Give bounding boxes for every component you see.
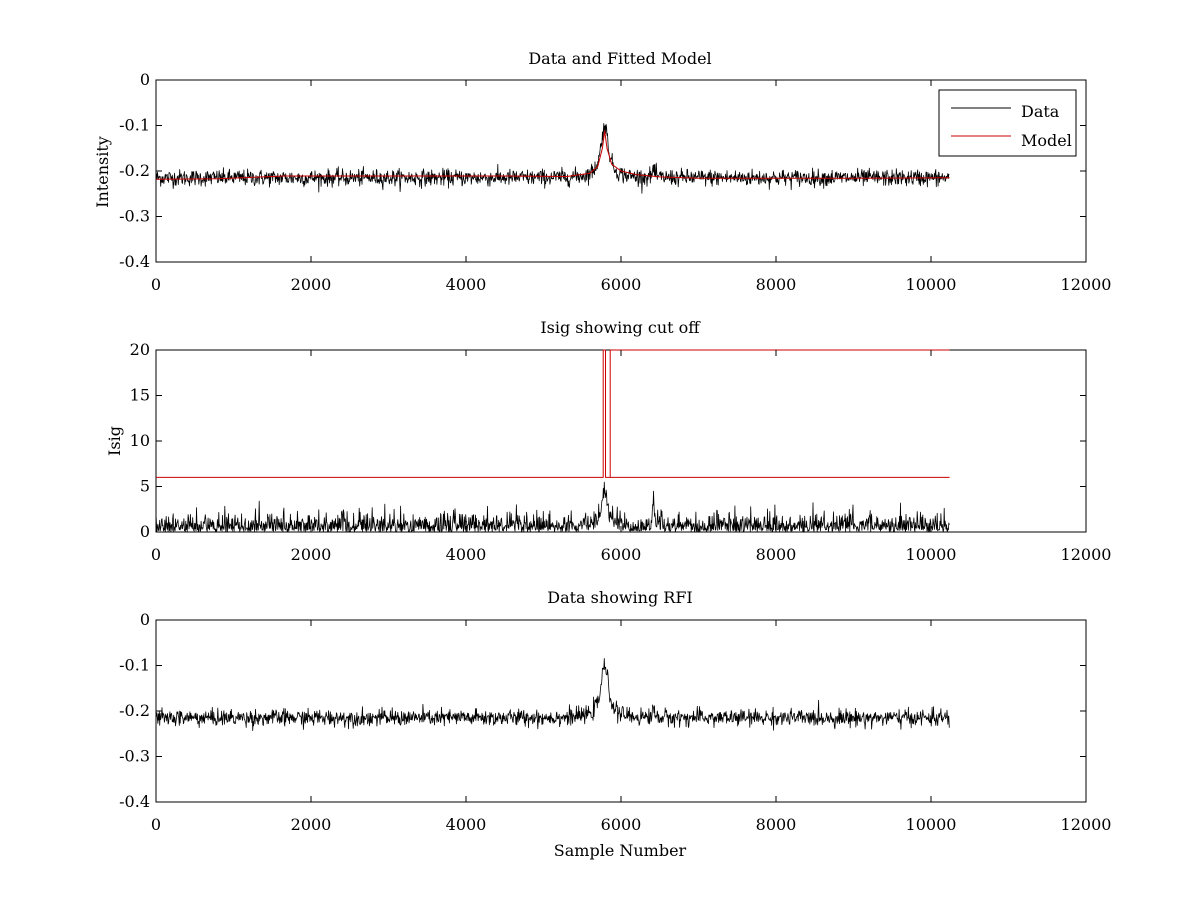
y-tick-label: -0.4 (119, 252, 150, 271)
y-tick-label: 20 (130, 340, 150, 359)
y-tick-label: -0.4 (119, 792, 150, 811)
series-line-isig (155, 481, 950, 533)
panel-data-rfi: Data showing RFI 0 2000 4000 6000 8000 10000 1… (119, 588, 1111, 860)
legend-label-model: Model (1021, 131, 1072, 150)
y-tick-label: 0 (140, 70, 150, 89)
y-tick-label: -0.3 (119, 207, 150, 226)
x-tick-label: 10000 (906, 275, 957, 294)
x-tick-label: 8000 (756, 275, 797, 294)
legend-box (938, 89, 1077, 157)
x-tick-label: 2000 (291, 275, 332, 294)
y-tick-label: 5 (140, 477, 150, 496)
y-tick-label: -0.1 (119, 656, 150, 675)
x-tick-label: 0 (151, 545, 161, 564)
panel-data-and-model: Data and Fitted Model Intensity 0 2000 400… (93, 49, 1111, 294)
panel-title: Data and Fitted Model (528, 49, 711, 68)
x-tick-label: 6000 (601, 275, 642, 294)
y-tick-label: -0.2 (119, 701, 150, 720)
y-axis-label: Isig (105, 426, 124, 456)
x-tick-label: 4000 (446, 815, 487, 834)
panel-title: Isig showing cut off (540, 318, 701, 337)
x-tick-label: 12000 (1061, 545, 1112, 564)
series-line-cut-off (156, 349, 950, 478)
y-tick-label: -0.1 (119, 116, 150, 135)
x-tick-label: 12000 (1061, 275, 1112, 294)
x-tick-label: 2000 (291, 545, 332, 564)
legend: Data Model (938, 89, 1077, 157)
panel-isig-cutoff: Isig showing cut off Isig 0 2000 4000 6000 8… (105, 318, 1111, 564)
y-axis-label: Intensity (93, 136, 112, 208)
x-tick-label: 2000 (291, 815, 332, 834)
y-tick-label: 10 (130, 431, 150, 450)
series-line-data (155, 658, 950, 731)
x-tick-label: 8000 (756, 545, 797, 564)
x-tick-label: 8000 (756, 815, 797, 834)
x-tick-label: 6000 (601, 545, 642, 564)
x-tick-label: 10000 (906, 545, 957, 564)
legend-label-data: Data (1021, 102, 1060, 121)
x-tick-label: 4000 (446, 545, 487, 564)
axis-ticks: 0 2000 4000 6000 8000 10000 12000 -0.4 -0.3 -0.2 -… (119, 70, 1111, 294)
axis-ticks: 0 2000 4000 6000 8000 10000 12000 -0.4 -0.3 -0.2 -… (119, 610, 1111, 834)
x-tick-label: 6000 (601, 815, 642, 834)
x-tick-label: 0 (151, 815, 161, 834)
panel-title: Data showing RFI (547, 588, 692, 607)
x-axis-label: Sample Number (554, 841, 687, 860)
x-tick-label: 0 (151, 275, 161, 294)
series-line-data (155, 123, 950, 194)
y-tick-label: 0 (140, 522, 150, 541)
series-line-model (155, 130, 950, 180)
y-tick-label: -0.3 (119, 747, 150, 766)
y-tick-label: -0.2 (119, 161, 150, 180)
x-tick-label: 4000 (446, 275, 487, 294)
x-tick-label: 10000 (906, 815, 957, 834)
y-tick-label: 15 (130, 386, 150, 405)
axis-ticks: 0 2000 4000 6000 8000 10000 12000 0 5 10 15 20 (130, 340, 1112, 564)
y-tick-label: 0 (140, 610, 150, 629)
x-tick-label: 12000 (1061, 815, 1112, 834)
